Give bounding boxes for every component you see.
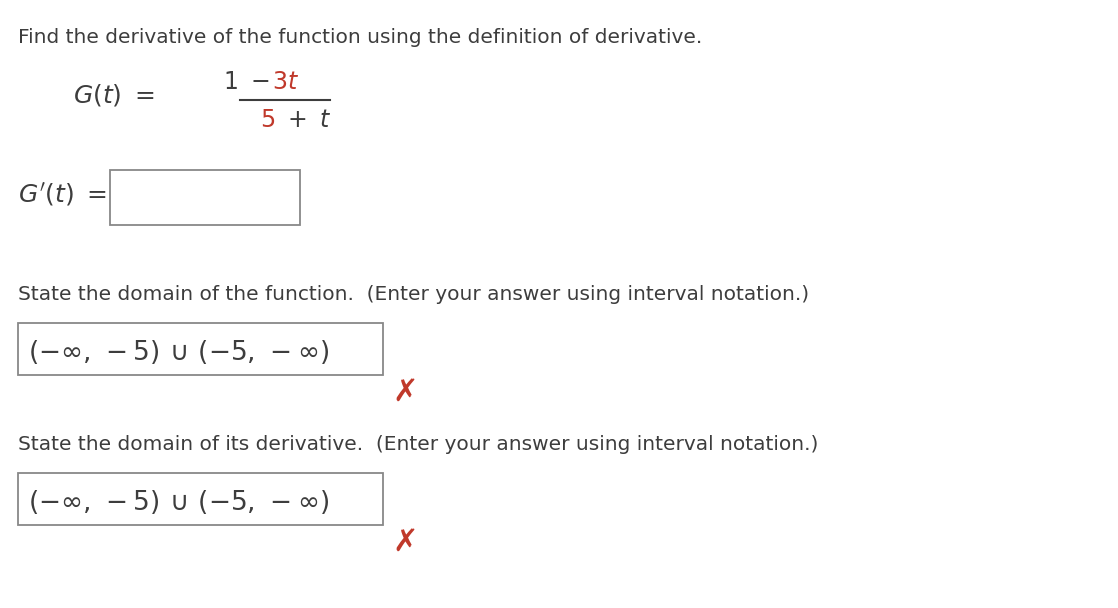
- Text: $5$: $5$: [259, 108, 275, 132]
- Text: $(-\infty,\,-5)\,\cup\,(-5,\,-\infty)$: $(-\infty,\,-5)\,\cup\,(-5,\,-\infty)$: [28, 488, 329, 516]
- Text: $G'(t)\ =$: $G'(t)\ =$: [18, 182, 107, 209]
- Text: $G(t)\ =$: $G(t)\ =$: [73, 82, 155, 108]
- Bar: [18, 323, 383, 375]
- Text: $\ +\ t$: $\ +\ t$: [275, 108, 331, 132]
- Text: ✗: ✗: [392, 528, 417, 557]
- Text: $1\ -\ $: $1\ -\ $: [224, 70, 271, 94]
- Text: Find the derivative of the function using the definition of derivative.: Find the derivative of the function usin…: [18, 28, 702, 47]
- Text: $3t$: $3t$: [272, 70, 299, 94]
- Text: ✗: ✗: [392, 378, 417, 407]
- Text: State the domain of the function.  (Enter your answer using interval notation.): State the domain of the function. (Enter…: [18, 285, 809, 304]
- Bar: [18, 473, 383, 525]
- Text: $(-\infty,\,-5)\,\cup\,(-5,\,-\infty)$: $(-\infty,\,-5)\,\cup\,(-5,\,-\infty)$: [28, 338, 329, 366]
- Text: State the domain of its derivative.  (Enter your answer using interval notation.: State the domain of its derivative. (Ent…: [18, 435, 818, 454]
- Bar: [110, 170, 300, 225]
